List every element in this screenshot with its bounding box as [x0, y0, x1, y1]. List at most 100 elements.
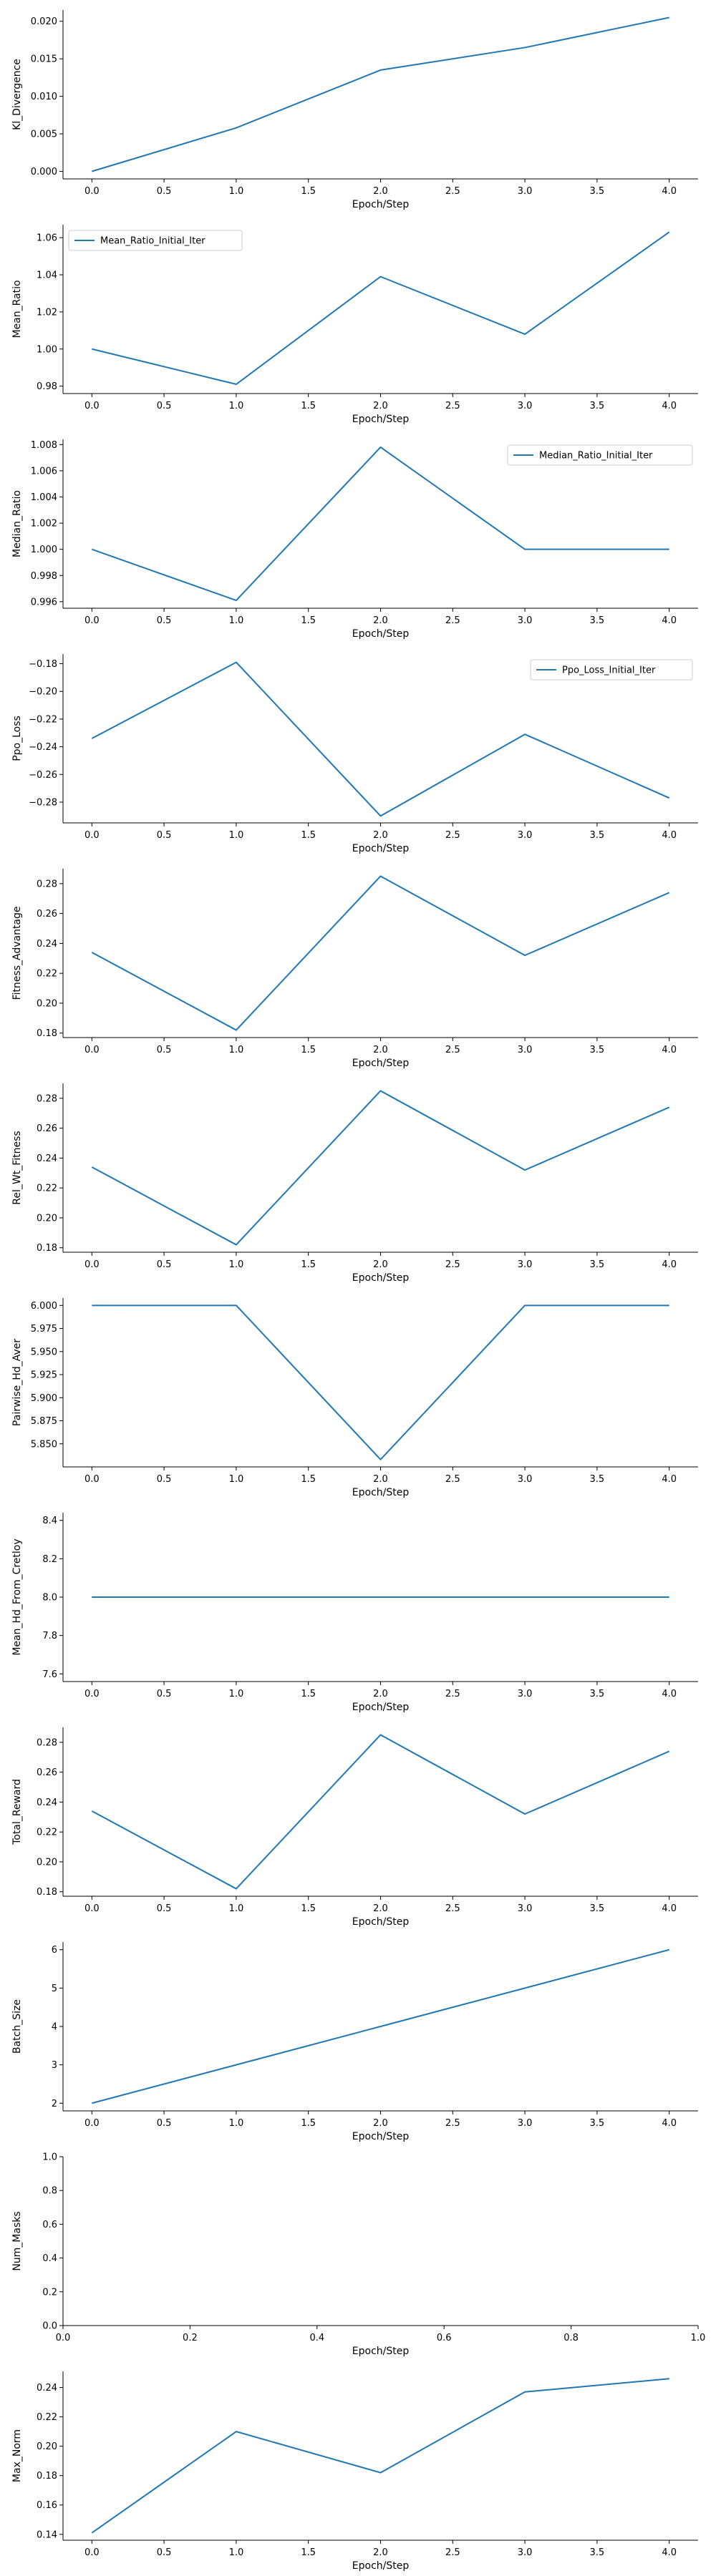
x-tick-label: 0.0 — [84, 401, 100, 411]
x-tick-label: 1.0 — [691, 2333, 706, 2343]
y-axis-label: Total_Reward — [11, 1779, 23, 1845]
x-tick-label: 1.0 — [229, 1474, 244, 1485]
y-tick-label: 0.998 — [31, 571, 57, 582]
y-tick-label: 1.06 — [37, 233, 57, 244]
y-tick-label: 0.98 — [37, 381, 57, 392]
y-tick-label: 5.975 — [31, 1324, 57, 1335]
y-tick-label: 0.18 — [37, 2471, 57, 2482]
x-tick-label: 1.5 — [301, 830, 316, 841]
y-tick-label: −0.24 — [29, 742, 57, 753]
x-tick-label: 3.0 — [518, 1689, 533, 1699]
legend-label: Median_Ratio_Initial_Iter — [539, 451, 653, 462]
y-tick-label: 1.008 — [31, 440, 57, 451]
x-tick-label: 1.5 — [301, 1903, 316, 1914]
x-tick-label: 2.5 — [445, 1259, 460, 1270]
series-line — [92, 16, 669, 172]
x-tick-label: 2.0 — [373, 2118, 388, 2129]
x-tick-label: 2.0 — [373, 1689, 388, 1699]
y-tick-label: −0.22 — [29, 714, 57, 725]
y-tick-label: 0.0 — [42, 2321, 57, 2332]
y-tick-label: 6.000 — [31, 1301, 57, 1312]
chart-panel-6: 0.0 0.5 1.0 1.5 2.0 2.5 3.0 3.5 4.0 5.850 5.875 5.9… — [11, 1298, 698, 1498]
chart-panel-4: 0.0 0.5 1.0 1.5 2.0 2.5 3.0 3.5 4.0 0.18 0.20 0.22 0… — [11, 869, 698, 1069]
x-tick-label: 0.8 — [563, 2333, 579, 2343]
x-tick-label: 2.0 — [373, 1259, 388, 1270]
y-tick-label: 0.26 — [37, 1123, 57, 1134]
y-tick-label: 5.900 — [31, 1393, 57, 1404]
y-tick-label: 0.24 — [37, 1153, 57, 1164]
x-tick-label: 0.0 — [84, 1903, 100, 1914]
y-axis-label: Mean_Hd_From_Cretloy — [11, 1538, 23, 1655]
chart-panel-8: 0.0 0.5 1.0 1.5 2.0 2.5 3.0 3.5 4.0 0.18 0.20 0.22 0… — [11, 1727, 698, 1928]
y-tick-label: 1.04 — [37, 270, 57, 281]
y-tick-label: 8.4 — [42, 1516, 57, 1526]
x-tick-label: 1.5 — [301, 1259, 316, 1270]
chart-panel-0: 0.0 0.5 1.0 1.5 2.0 2.5 3.0 3.5 4.0 0.000 0.005 0.0… — [11, 10, 698, 210]
x-tick-label: 0.0 — [84, 1474, 100, 1485]
x-tick-label: 4.0 — [662, 186, 677, 197]
x-tick-label: 1.5 — [301, 401, 316, 411]
x-tick-label: 0.5 — [157, 1689, 172, 1699]
x-tick-label: 3.0 — [518, 1259, 533, 1270]
x-tick-label: 0.4 — [309, 2333, 324, 2343]
y-tick-label: 0.26 — [37, 909, 57, 919]
x-tick-label: 4.0 — [662, 830, 677, 841]
chart-panel-1: 0.0 0.5 1.0 1.5 2.0 2.5 3.0 3.5 4.0 0.98 1.00 1.02 1… — [11, 225, 698, 425]
series-line — [91, 1734, 670, 1890]
x-tick-label: 3.0 — [518, 1903, 533, 1914]
x-tick-label: 0.0 — [84, 2547, 100, 2558]
x-axis-label: Epoch/Step — [352, 1702, 410, 1713]
x-tick-label: 3.5 — [590, 830, 605, 841]
y-axis-label: Rel_Wt_Fitness — [11, 1131, 23, 1204]
x-tick-label: 3.0 — [518, 830, 533, 841]
x-axis-label: Epoch/Step — [352, 2346, 410, 2357]
series-line — [91, 446, 669, 602]
y-tick-label: 0.28 — [37, 879, 57, 889]
x-tick-label: 2.0 — [373, 186, 388, 197]
x-tick-label: 4.0 — [662, 615, 677, 626]
x-tick-label: 1.5 — [301, 186, 316, 197]
y-tick-label: 0.26 — [37, 1767, 57, 1778]
x-tick-label: 1.5 — [301, 1689, 316, 1699]
x-tick-label: 3.5 — [590, 1689, 605, 1699]
y-tick-label: −0.26 — [29, 770, 57, 781]
y-tick-label: 0.24 — [37, 939, 57, 950]
y-tick-label: 8.0 — [42, 1593, 57, 1604]
series-line — [91, 2378, 669, 2534]
y-tick-label: 0.015 — [31, 54, 57, 65]
y-tick-label: 1.000 — [31, 545, 57, 555]
y-tick-label: 0.22 — [37, 2412, 57, 2423]
x-tick-label: 2.5 — [445, 2118, 460, 2129]
x-tick-label: 2.0 — [373, 2547, 388, 2558]
y-tick-label: 0.14 — [37, 2529, 57, 2540]
x-tick-label: 2.5 — [445, 1474, 460, 1485]
chart-panel-7: 0.0 0.5 1.0 1.5 2.0 2.5 3.0 3.5 4.0 7.6 7.8 8.0 8.2 8… — [11, 1513, 698, 1713]
x-tick-label: 3.5 — [590, 1903, 605, 1914]
y-tick-label: 1.02 — [37, 307, 57, 318]
legend-label: Mean_Ratio_Initial_Iter — [100, 236, 205, 247]
y-tick-label: 0.8 — [42, 2186, 57, 2197]
y-tick-label: 1.004 — [31, 492, 57, 503]
x-tick-label: 4.0 — [662, 2118, 677, 2129]
x-axis-label: Epoch/Step — [352, 628, 410, 640]
y-axis-label: Ppo_Loss — [11, 716, 23, 761]
y-tick-label: 0.005 — [31, 130, 57, 140]
x-tick-label: 0.2 — [183, 2333, 198, 2343]
y-tick-label: 5.925 — [31, 1370, 57, 1381]
x-tick-label: 1.0 — [229, 2547, 244, 2558]
x-tick-label: 0.5 — [157, 830, 172, 841]
x-tick-label: 3.0 — [518, 615, 533, 626]
x-tick-label: 0.0 — [84, 615, 100, 626]
x-tick-label: 2.5 — [445, 615, 460, 626]
y-tick-label: 0.22 — [37, 1184, 57, 1194]
x-tick-label: 3.5 — [590, 401, 605, 411]
y-tick-label: 5.950 — [31, 1347, 57, 1357]
x-tick-label: 1.0 — [229, 1045, 244, 1055]
chart-panel-5: 0.0 0.5 1.0 1.5 2.0 2.5 3.0 3.5 4.0 0.18 0.20 0.22 0… — [11, 1083, 698, 1284]
y-tick-label: 0.20 — [37, 1213, 57, 1224]
y-tick-label: 0.20 — [37, 1857, 57, 1868]
y-axis-label: Median_Ratio — [11, 490, 23, 557]
x-axis-label: Epoch/Step — [352, 2131, 410, 2142]
series-line — [91, 1090, 670, 1246]
legend-box — [507, 444, 693, 466]
